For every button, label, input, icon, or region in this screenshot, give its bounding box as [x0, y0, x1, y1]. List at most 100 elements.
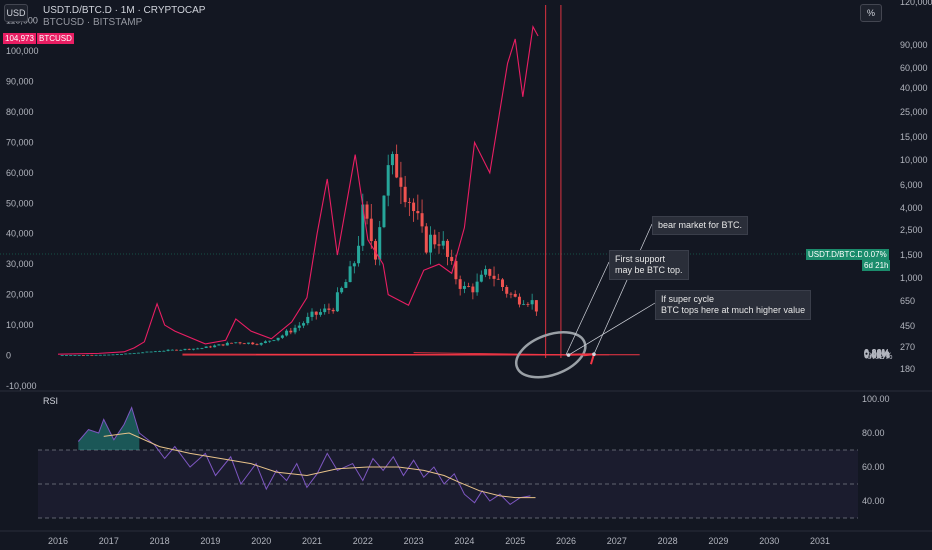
candle-body [225, 342, 229, 346]
candle-body [496, 278, 500, 280]
candle-body [327, 308, 331, 310]
right-pct-axis-tick: 0.18% [864, 348, 890, 358]
x-axis-tick: 2023 [404, 536, 424, 546]
x-axis-tick: 2021 [302, 536, 322, 546]
right-usd-axis-tick: 270 [900, 342, 915, 352]
candle-body [530, 300, 534, 305]
rsi-label: RSI [43, 396, 59, 406]
candle-body [424, 226, 428, 253]
percent-button[interactable]: % [860, 4, 882, 22]
left-axis-tick: 100,000 [6, 46, 39, 56]
right-usd-axis-tick: 4,000 [900, 203, 923, 213]
x-axis-tick: 2025 [505, 536, 525, 546]
x-axis-tick: 2016 [48, 536, 68, 546]
right-pct-axis-tick: -0.02% [864, 351, 893, 361]
candle-body [314, 311, 318, 315]
candle-body [475, 281, 479, 293]
usdt-value-badge: 0.07% [862, 249, 889, 260]
main-pane [0, 5, 858, 379]
candle-body [238, 342, 242, 344]
candle-body [471, 286, 475, 293]
candle-body [183, 348, 187, 350]
left-axis-tick: 60,000 [6, 168, 34, 178]
btc-price-badge: 104,973 [3, 33, 36, 44]
candle-body [369, 218, 373, 242]
candle-body [272, 340, 276, 342]
candle-body [94, 354, 98, 356]
candle-body [382, 195, 386, 228]
right-pct-axis-tick: 0.08% [864, 349, 890, 359]
candle-body [162, 350, 166, 352]
left-axis-tick: 40,000 [6, 229, 34, 239]
right-pct-axis-tick: 0.22% [864, 348, 890, 358]
left-axis-tick: 10,000 [6, 320, 34, 330]
candle-body [458, 279, 462, 289]
left-axis-tick: 80,000 [6, 107, 34, 117]
candle-body [302, 323, 306, 326]
x-axis-tick: 2031 [810, 536, 830, 546]
candle-body [395, 154, 399, 178]
candle-body [352, 263, 356, 267]
right-pct-axis-tick: 0.16% [864, 348, 890, 358]
candle-body [242, 343, 246, 345]
candle-body [479, 274, 483, 282]
right-pct-axis-tick: 0.20% [864, 348, 890, 358]
candle-body [344, 282, 348, 288]
candle-body [115, 354, 119, 355]
x-axis-tick: 2027 [607, 536, 627, 546]
x-axis-tick: 2017 [99, 536, 119, 546]
right-usd-axis-tick: 2,500 [900, 225, 923, 235]
right-usd-axis-tick: 15,000 [900, 132, 928, 142]
currency-button[interactable]: USD [4, 4, 28, 22]
candle-body [445, 240, 449, 257]
right-pct-axis-tick: 0.14% [864, 349, 890, 359]
left-axis-tick: -10,000 [6, 381, 37, 391]
candle-body [86, 354, 90, 356]
candle-body [416, 211, 420, 214]
candle-body [297, 325, 301, 328]
candle-body [306, 316, 310, 324]
callout-leader [565, 261, 610, 355]
candle-body [69, 355, 73, 356]
candle-body [517, 296, 521, 305]
rsi-line [77, 406, 531, 506]
right-usd-axis-tick: 25,000 [900, 107, 928, 117]
candle-body [107, 354, 111, 356]
right-usd-axis-tick: 10,000 [900, 155, 928, 165]
btc-symbol-badge: BTCUSD [37, 33, 74, 44]
candle-body [213, 345, 217, 348]
right-usd-axis-tick: 120,000 [900, 0, 932, 7]
candle-body [251, 342, 255, 345]
left-axis-tick: 20,000 [6, 290, 34, 300]
candle-body [103, 354, 107, 356]
candle-body [64, 355, 68, 356]
chart-title: USDT.D/BTC.D · 1M · CRYPTOCAP [43, 5, 206, 16]
candle-body [149, 351, 153, 353]
right-pct-axis-tick: 0.02% [864, 350, 890, 360]
left-axis-tick: 90,000 [6, 77, 34, 87]
candle-body [378, 227, 382, 260]
rsi-overbought-fill [78, 407, 140, 450]
candle-body [441, 240, 445, 246]
candle-body [208, 346, 212, 348]
candle-body [255, 344, 259, 346]
candle-body [145, 351, 149, 353]
right-usd-axis-tick: 6,000 [900, 180, 923, 190]
candle-body [289, 330, 293, 333]
candle-body [217, 344, 221, 346]
rsi-axis-tick: 80.00 [862, 428, 885, 438]
candle-body [467, 285, 471, 287]
candle-body [124, 353, 128, 355]
x-axis-tick: 2028 [658, 536, 678, 546]
candle-body [365, 204, 369, 219]
x-axis-tick: 2024 [454, 536, 474, 546]
candle-body [505, 287, 509, 294]
candle-body [310, 311, 314, 317]
rsi-axis-tick: 60.00 [862, 462, 885, 472]
candle-body [462, 285, 466, 289]
candle-body [399, 177, 403, 187]
btcusd-overlay-line [57, 25, 539, 355]
right-pct-axis-tick: 0.10% [864, 349, 890, 359]
